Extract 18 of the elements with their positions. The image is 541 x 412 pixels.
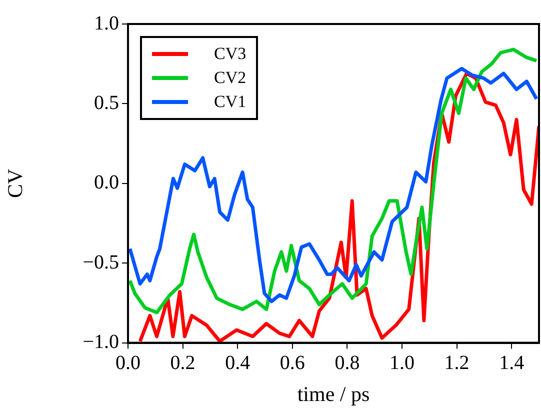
y-tick-label: 1.0 bbox=[94, 12, 119, 34]
legend-label: CV2 bbox=[214, 68, 246, 88]
legend-label: CV1 bbox=[214, 92, 246, 112]
y-tick-label: 0.0 bbox=[94, 172, 119, 194]
x-tick-label: 1.2 bbox=[444, 352, 470, 374]
x-tick-label: 1.0 bbox=[390, 352, 414, 374]
x-tick-label: 0.2 bbox=[170, 352, 196, 374]
x-tick-label: 0.8 bbox=[334, 352, 360, 374]
x-tick-label: 0.6 bbox=[280, 352, 305, 374]
x-tick-label: 0.4 bbox=[225, 352, 250, 374]
y-tick-label: −1.0 bbox=[82, 331, 119, 354]
x-tick-label: 0.0 bbox=[116, 352, 140, 374]
y-tick-label: 0.5 bbox=[94, 92, 119, 114]
y-tick-label: −0.5 bbox=[82, 251, 119, 274]
x-axis-title: time / ps bbox=[297, 382, 370, 406]
x-tick-label: 1.4 bbox=[499, 352, 524, 374]
legend-label: CV3 bbox=[214, 44, 246, 64]
y-axis-title: CV bbox=[3, 168, 28, 198]
